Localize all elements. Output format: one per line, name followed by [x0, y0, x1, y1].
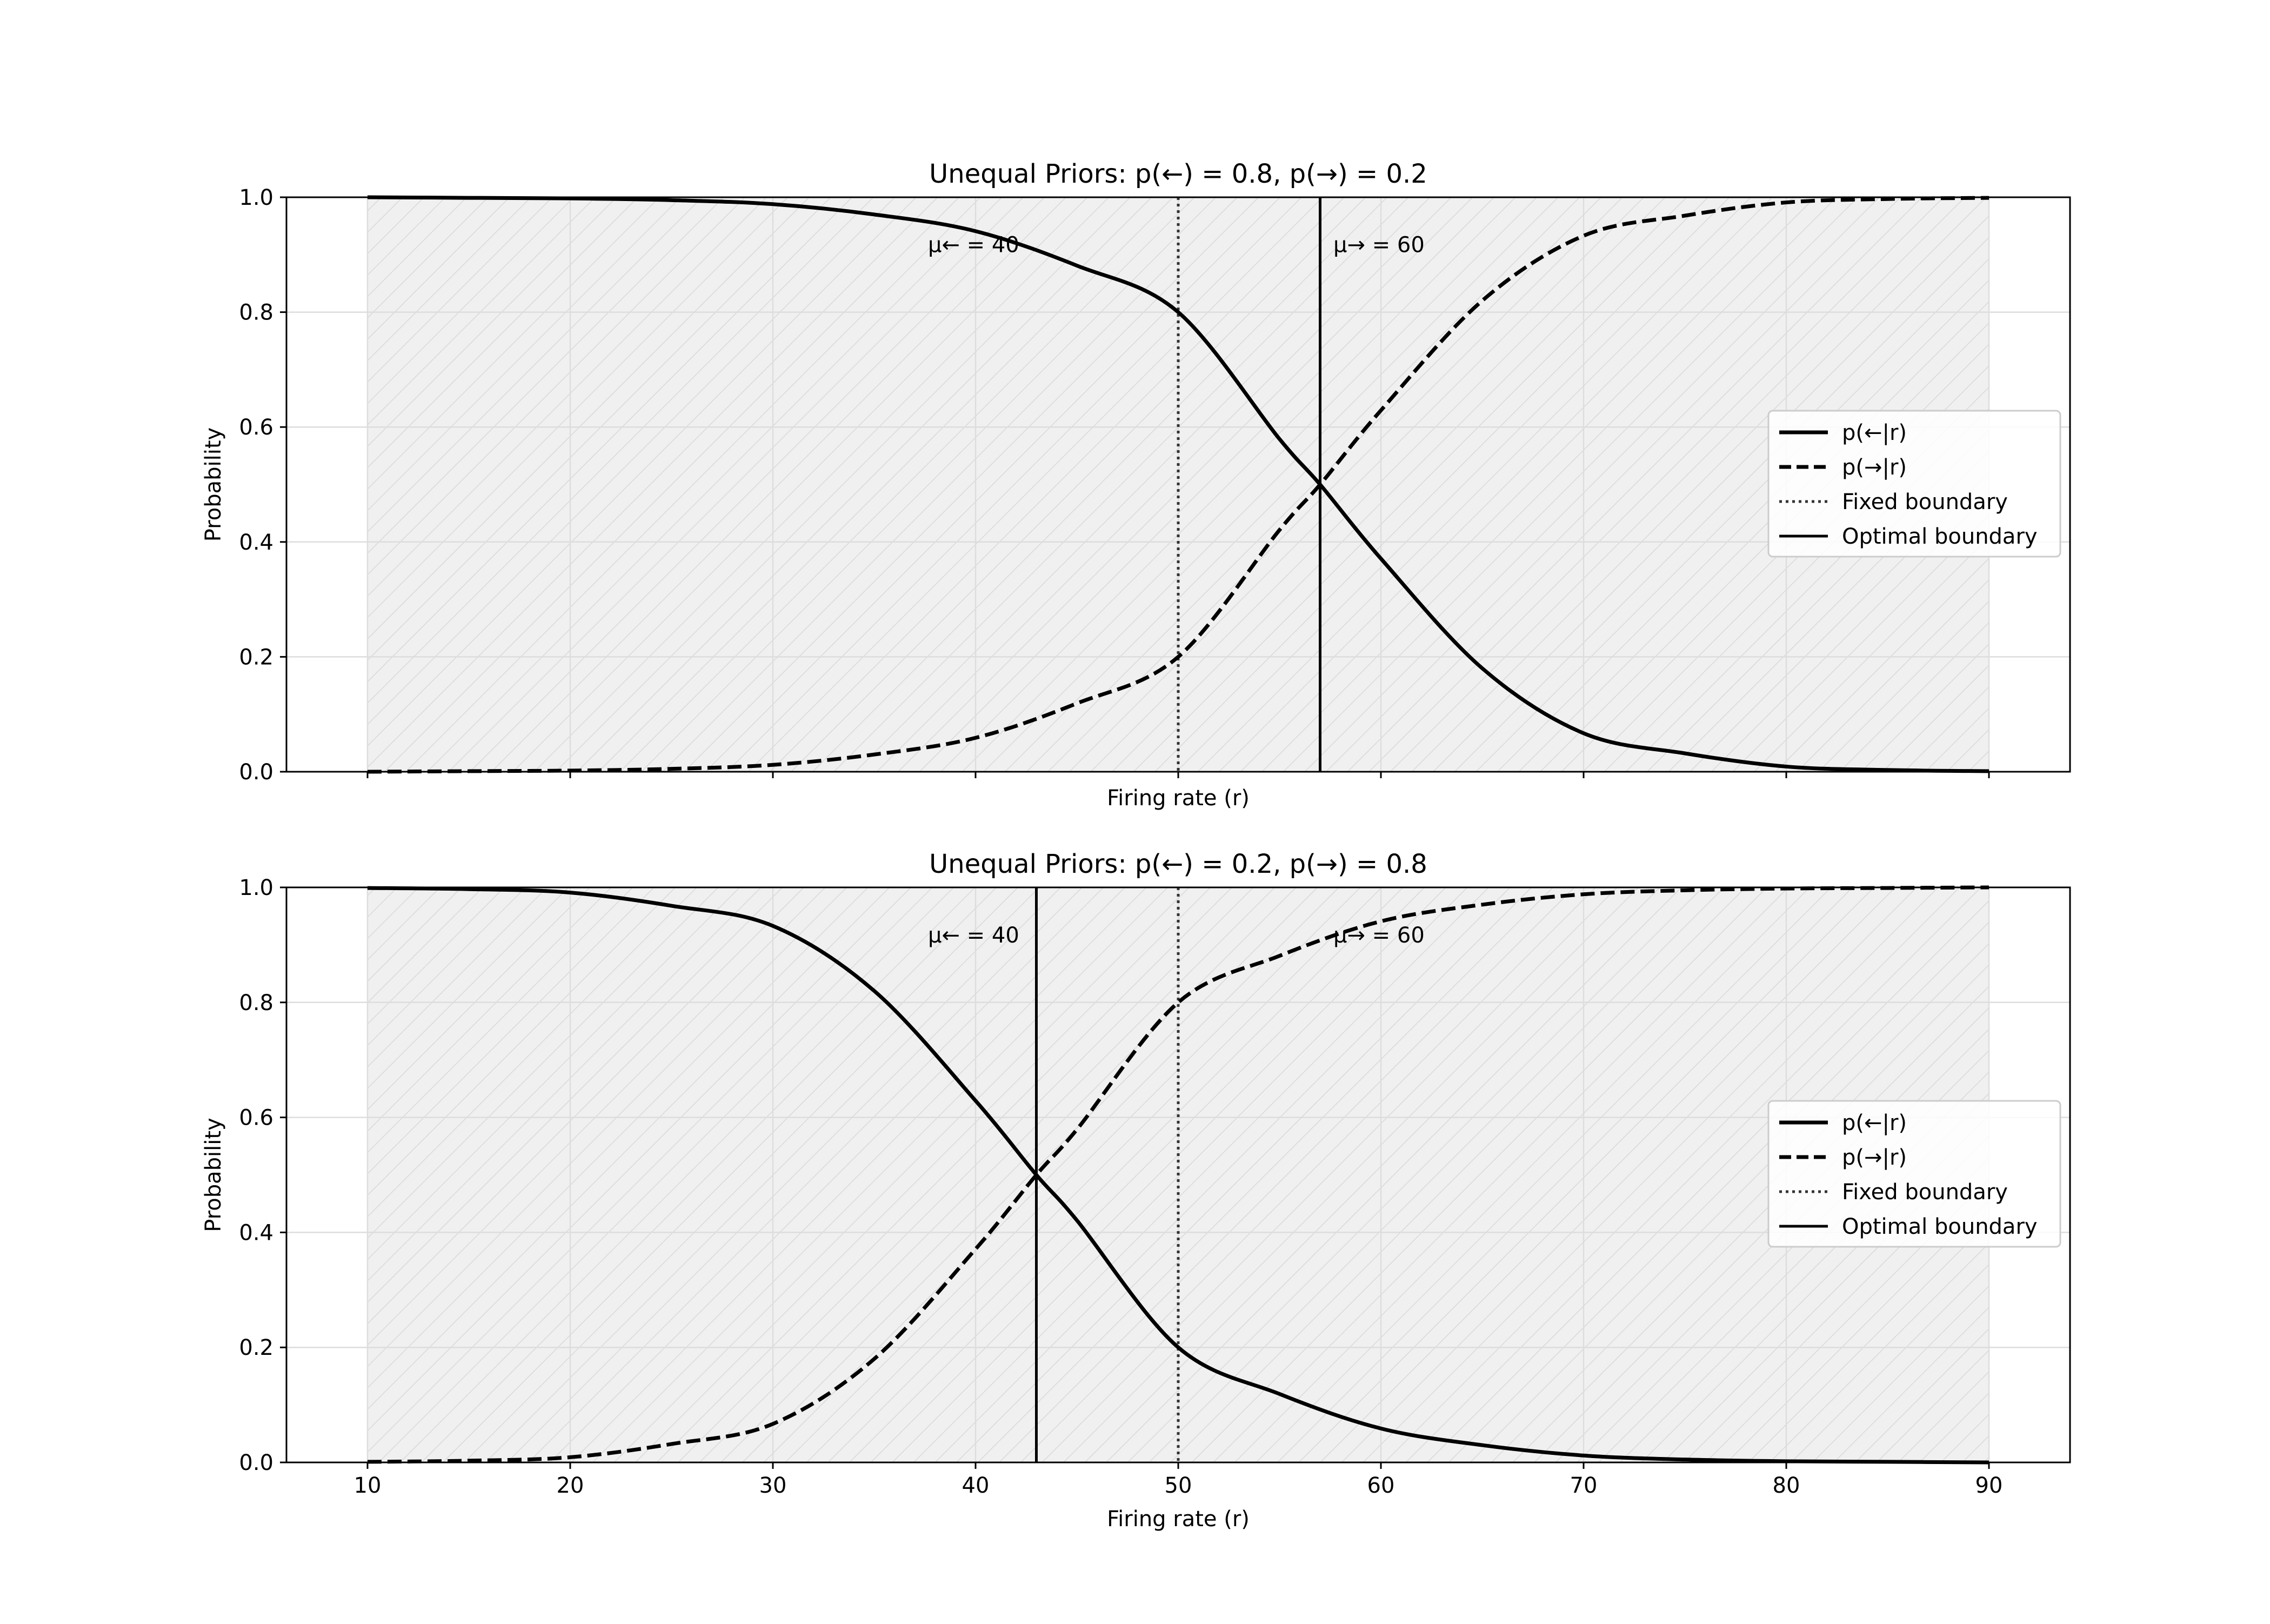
x-tick-label: 50 [1165, 1473, 1192, 1498]
legend-box [1767, 410, 2061, 558]
x-axis-label: Firing rate (r) [1107, 786, 1250, 811]
legend-entry: Optimal boundary [1842, 524, 2038, 549]
y-tick-label: 0.6 [239, 1106, 273, 1131]
y-tick-label: 0.6 [239, 415, 273, 440]
legend-entry: p(→|r) [1842, 1145, 1907, 1170]
x-tick-label: 30 [759, 1473, 787, 1498]
y-axis-label: Probability [201, 427, 226, 542]
series-line-left-posterior [367, 195, 1989, 773]
legend-entry: Fixed boundary [1842, 490, 2008, 514]
series-line-right-posterior [367, 196, 1989, 774]
series-line-right-posterior [367, 885, 1989, 1464]
legend-entry: p(→|r) [1842, 455, 1907, 480]
x-axis-label: Firing rate (r) [1107, 1507, 1250, 1532]
legend-box [1767, 1100, 2061, 1248]
x-tick-label: 90 [1975, 1473, 2003, 1498]
y-tick-label: 0.4 [239, 530, 273, 555]
y-tick-label: 0.4 [239, 1220, 273, 1245]
annotation-mu-right: μ→ = 60 [1333, 923, 1425, 948]
annotation-mu-right: μ→ = 60 [1333, 233, 1425, 258]
y-tick-label: 0.2 [239, 1335, 273, 1360]
annotation-mu-left: μ← = 40 [928, 233, 1019, 258]
y-tick-label: 0.8 [239, 991, 273, 1015]
y-tick-label: 0.0 [239, 1451, 273, 1475]
x-tick-label: 40 [962, 1473, 990, 1498]
y-axis-label: Probability [201, 1118, 226, 1232]
y-tick-label: 1.0 [239, 876, 273, 900]
legend: p(←|r) p(→|r) Fixed boundary Optimal bounda… [1767, 410, 2061, 558]
y-tick-label: 0.8 [239, 300, 273, 325]
x-tick-label: 70 [1570, 1473, 1598, 1498]
x-tick-label: 20 [557, 1473, 584, 1498]
x-tick-label: 80 [1773, 1473, 1800, 1498]
legend: p(←|r) p(→|r) Fixed boundary Optimal bounda… [1767, 1100, 2061, 1248]
x-tick-label: 60 [1367, 1473, 1395, 1498]
series-line-left-posterior [367, 886, 1989, 1465]
legend-entry: p(←|r) [1842, 1111, 1907, 1135]
legend-entry: p(←|r) [1842, 420, 1907, 445]
chart-title: Unequal Priors: p(←) = 0.8, p(→) = 0.2 [929, 159, 1427, 189]
y-tick-label: 0.2 [239, 645, 273, 670]
annotation-mu-left: μ← = 40 [928, 923, 1019, 948]
chart-panel-1: 0.0 0.2 0.4 0.6 0.8 1.0 Unequal Priors: p(←) =… [201, 159, 2071, 811]
x-tick-label: 10 [354, 1473, 382, 1498]
chart-panel-2: 10 20 30 40 50 60 70 80 90 0.0 0.2 0.4 0.6 0.8 1.0 Uneq… [201, 849, 2071, 1532]
chart-title: Unequal Priors: p(←) = 0.2, p(→) = 0.8 [929, 849, 1427, 879]
y-tick-label: 0.0 [239, 760, 273, 785]
legend-entry: Fixed boundary [1842, 1180, 2008, 1205]
y-tick-label: 1.0 [239, 185, 273, 210]
legend-entry: Optimal boundary [1842, 1214, 2038, 1239]
